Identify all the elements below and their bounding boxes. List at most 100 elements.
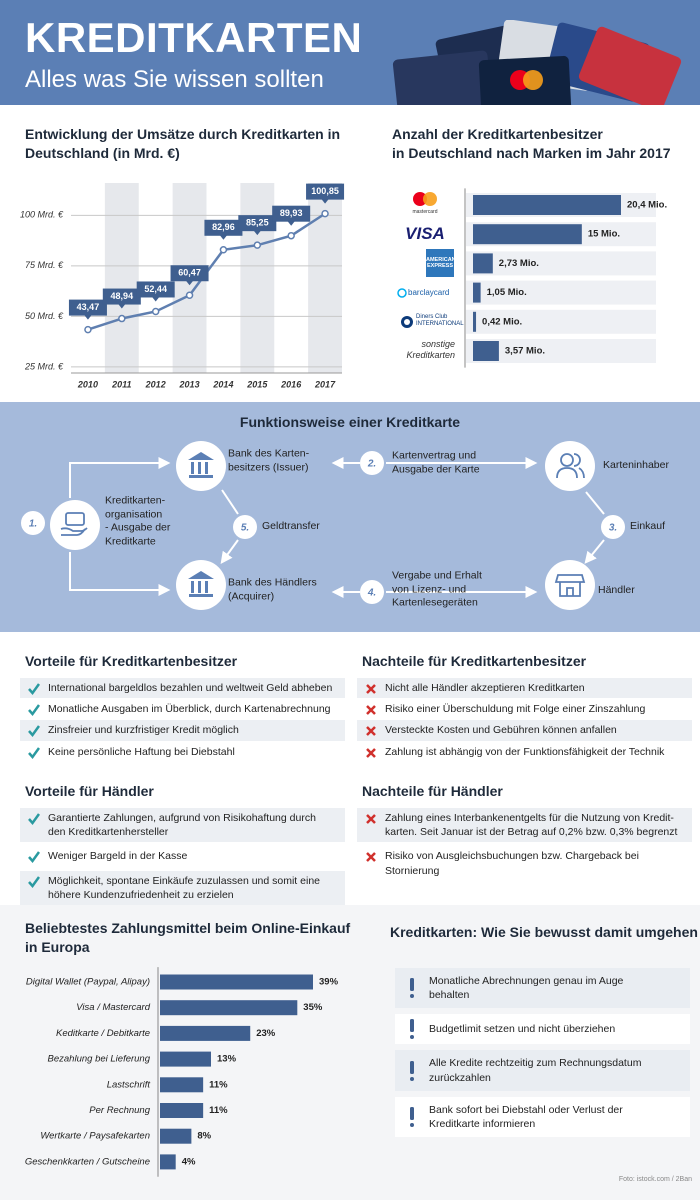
list-item: Nicht alle Händler akzeptieren Kreditkar… <box>357 678 692 699</box>
tip: Budgetlimit setzen und nicht überziehen <box>395 1014 690 1045</box>
logo-shape <box>397 287 407 298</box>
tips-title: Kreditkarten: Wie Sie bewusst damit umge… <box>390 924 698 940</box>
label-box <box>170 265 209 282</box>
bar <box>473 341 499 361</box>
process-diagram: 1. 2. 3. 4. 5. <box>21 441 625 610</box>
cross-mark <box>366 726 376 737</box>
value-label: 43,47 <box>77 302 100 312</box>
category-label: Digital Wallet (Paypal, Alipay) <box>26 977 150 988</box>
item-text: Risiko von Ausgleichsbuchungen bzw. Char… <box>385 850 639 877</box>
exclamation-dot <box>410 994 414 999</box>
subtitle: Alles was Sie wissen sollten <box>25 66 324 93</box>
value-label: 13% <box>217 1054 237 1065</box>
connector <box>584 539 605 564</box>
label-pointer <box>185 280 194 286</box>
value-label: 52,44 <box>144 284 167 294</box>
check-icon <box>28 875 40 888</box>
tip: Monatliche Abrechnungen genau im Auge be… <box>395 968 690 1009</box>
list-item: Keine persönliche Haftung bei Diebstahl <box>20 742 345 762</box>
chart-title: Entwicklung der Umsätze durch Kreditkart… <box>25 126 341 161</box>
list-item: Zahlung ist abhängig von der Funktionsfä… <box>357 742 692 762</box>
value-label: 3,57 Mio. <box>505 346 545 357</box>
connector <box>69 552 171 596</box>
connector <box>220 539 239 564</box>
cross-mark <box>366 814 376 824</box>
list-item: Zinsfreier und kurzfristiger Kredit mögl… <box>20 720 345 741</box>
chart: 25 Mrd. € 50 Mrd. € 75 Mrd. € 100 Mrd. € 43,… <box>20 183 345 389</box>
step-number: 3. <box>609 523 617 534</box>
x-tick-label: 2017 <box>314 379 336 389</box>
cross-icon <box>366 684 376 694</box>
list-item: Versteckte Kosten und Gebühren können an… <box>357 720 692 741</box>
step-badge <box>360 580 384 604</box>
x-tick-label: 2011 <box>111 379 131 389</box>
step-badge <box>601 515 625 539</box>
item-text: Garantierte Zahlungen, aufgrund von Risi… <box>48 812 316 839</box>
brand-label: barclaycard <box>408 287 450 297</box>
label-pointer <box>83 314 92 320</box>
step-badge <box>21 511 45 535</box>
item-text: International bargeldlos bezahlen und we… <box>48 682 333 694</box>
icon-circle <box>545 560 595 610</box>
card <box>392 50 493 105</box>
step-number: 5. <box>241 523 249 534</box>
value-label: 11% <box>209 1105 228 1116</box>
label-pointer <box>253 230 262 236</box>
bar <box>473 195 621 215</box>
card-logo <box>523 70 543 90</box>
category-label: Lastschrift <box>107 1079 151 1090</box>
list-item: Risiko einer Überschuldung mit Folge ein… <box>357 699 692 719</box>
value-label: 35% <box>303 1002 323 1013</box>
hand-icon <box>60 527 88 536</box>
x-tick-label: 2014 <box>212 379 233 389</box>
tip-text: Budgetlimit setzen und nicht überziehen <box>429 1023 616 1036</box>
step-badge <box>360 451 384 475</box>
check-icon <box>28 851 40 864</box>
x-tick-label: 2010 <box>77 379 98 389</box>
exclamation-bar <box>410 1060 414 1074</box>
bar-track <box>466 251 656 276</box>
list-item: Weniger Bargeld in der Kasse <box>20 846 345 866</box>
bar <box>473 282 481 303</box>
column-band <box>240 183 275 373</box>
value-label: 39% <box>319 977 339 988</box>
value-label: 48,94 <box>111 291 134 301</box>
y-tick-label: 100 Mrd. € <box>20 210 64 220</box>
label-pointer <box>321 198 330 204</box>
bar <box>160 1128 192 1144</box>
point <box>321 209 329 218</box>
logo-mark <box>413 192 437 206</box>
check-mark <box>28 746 40 759</box>
item-text: Zahlung eines Interbankenentgelts für di… <box>385 812 678 839</box>
check-mark <box>28 851 40 864</box>
item-text: Zinsfreier und kurzfristiger Kredit mögl… <box>48 724 239 737</box>
step-label: Vergabe und Erhalt von Lizenz- und Karte… <box>392 569 482 609</box>
credit: Foto: istock.com / 2Ban <box>618 1176 692 1183</box>
bar <box>160 1154 176 1170</box>
step-label: Einkauf <box>630 520 666 533</box>
list-title: Vorteile für Händler <box>25 783 154 799</box>
check-icon <box>28 746 40 759</box>
brand-label: AMERICAN EXPRESS <box>426 249 456 278</box>
y-tick-label: 25 Mrd. € <box>24 361 64 371</box>
logo-shape <box>404 318 410 325</box>
check-mark <box>28 813 40 825</box>
tip-text: Bank sofort bei Diebstahl oder Verlust d… <box>429 1103 623 1130</box>
category-label: Wertkarte / Paysafekarten <box>40 1131 150 1142</box>
list: Garantierte Zahlungen, aufgrund von Risi… <box>20 808 345 909</box>
list-item: Garantierte Zahlungen, aufgrund von Risi… <box>20 808 345 843</box>
brand-label: mastercard <box>412 209 438 215</box>
logo-shape <box>413 192 427 206</box>
card-icon <box>65 512 85 526</box>
party-label: Bank des Händlers (Acquirer) <box>228 576 317 602</box>
exclamation-icon <box>410 1106 414 1127</box>
check-icon <box>28 725 40 738</box>
step-label: Geldtransfer <box>262 520 320 533</box>
item-text: Versteckte Kosten und Gebühren können an… <box>385 724 617 737</box>
step-label: Kreditkarten- organisation - Ausgabe der… <box>105 494 171 548</box>
check-mark <box>28 704 40 717</box>
bar <box>160 974 313 990</box>
cross-icon <box>366 747 376 758</box>
bar <box>160 1025 251 1041</box>
brand-label: sonstige Kreditkarten <box>406 339 455 361</box>
